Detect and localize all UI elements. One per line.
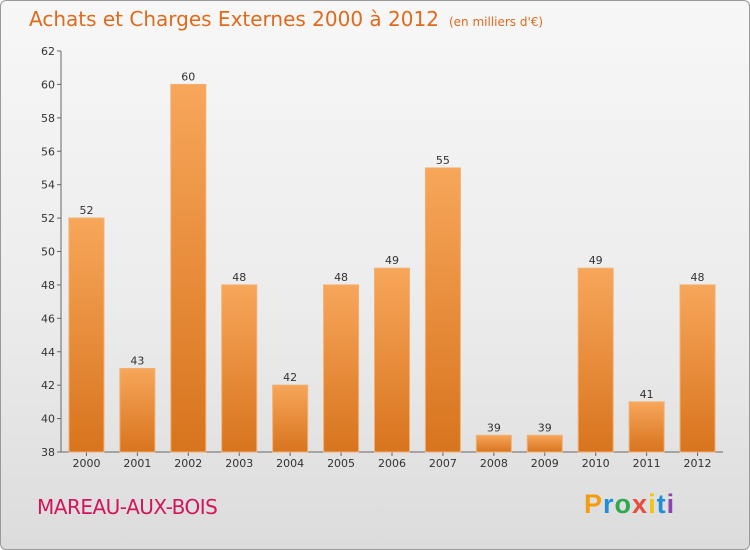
bar-value-label: 42 [283, 371, 297, 384]
x-tick-label: 2004 [276, 457, 304, 470]
y-tick-label: 44 [41, 346, 55, 359]
bar [577, 267, 614, 453]
x-tick-label: 2000 [72, 457, 100, 470]
bar-value-label: 41 [640, 388, 654, 401]
bar [170, 83, 207, 453]
x-tick-label: 2007 [429, 457, 457, 470]
bar-value-label: 39 [538, 421, 552, 434]
bar [68, 217, 105, 453]
bar [475, 434, 512, 453]
place-name: MAREAU-AUX-BOIS [37, 495, 218, 519]
y-tick-label: 40 [41, 413, 55, 426]
logo-letter: t [656, 489, 667, 519]
logo-letter: P [584, 489, 604, 519]
bar [221, 284, 258, 453]
bar-value-label: 39 [487, 421, 501, 434]
proxiti-logo: Proxiti [584, 489, 675, 520]
x-tick-label: 2012 [684, 457, 712, 470]
chart-title-text: Achats et Charges Externes 2000 à 2012 [29, 7, 439, 31]
bar [374, 267, 410, 453]
bar [679, 284, 716, 453]
axes: 38 40 42 44 46 48 50 52 54 56 58 60 62 2000 2001 2002 20… [41, 45, 723, 470]
x-tick-label: 2011 [633, 457, 661, 470]
y-tick-label: 58 [41, 112, 55, 125]
bar-value-label: 48 [334, 271, 348, 284]
x-tick-label: 2006 [378, 457, 406, 470]
y-tick-label: 42 [41, 379, 55, 392]
y-tick-label: 60 [41, 78, 55, 91]
logo-letter: x [632, 489, 649, 519]
bar [424, 167, 461, 453]
bar [628, 401, 665, 453]
bar-value-label: 55 [436, 154, 450, 167]
bar [323, 284, 360, 453]
logo-letter: o [614, 489, 633, 519]
logo-letter: i [666, 489, 676, 519]
bar-value-label: 52 [79, 204, 93, 217]
x-tick-label: 2002 [174, 457, 202, 470]
x-tick-label: 2008 [480, 457, 508, 470]
logo-letter: i [648, 489, 657, 519]
y-tick-label: 54 [41, 179, 55, 192]
y-tick-label: 56 [41, 145, 55, 158]
chart-title: Achats et Charges Externes 2000 à 2012 (e… [29, 7, 543, 31]
logo-letter: r [603, 489, 615, 519]
bar-value-label: 43 [130, 354, 144, 367]
x-tick-label: 2005 [327, 457, 355, 470]
y-tick-label: 38 [41, 446, 55, 459]
y-tick-label: 52 [41, 212, 55, 225]
x-tick-label: 2001 [123, 457, 151, 470]
y-tick-label: 46 [41, 312, 55, 325]
x-tick-label: 2003 [225, 457, 253, 470]
bar [526, 434, 563, 453]
x-tick-label: 2009 [531, 457, 559, 470]
y-tick-label: 50 [41, 246, 55, 259]
y-tick-label: 62 [41, 45, 55, 58]
bar-value-label: 49 [385, 254, 399, 267]
y-tick-label: 48 [41, 279, 55, 292]
bar [272, 384, 309, 453]
bar-value-label: 60 [181, 70, 195, 83]
bar-value-label: 49 [589, 254, 603, 267]
x-tick-label: 2010 [582, 457, 610, 470]
bar-value-label: 48 [232, 271, 246, 284]
bar [119, 367, 156, 453]
chart-subtitle: (en milliers d'€) [448, 15, 544, 29]
bar-value-label: 48 [691, 271, 705, 284]
bars: 52 43 60 48 42 48 49 55 39 39 49 41 48 [68, 70, 716, 453]
